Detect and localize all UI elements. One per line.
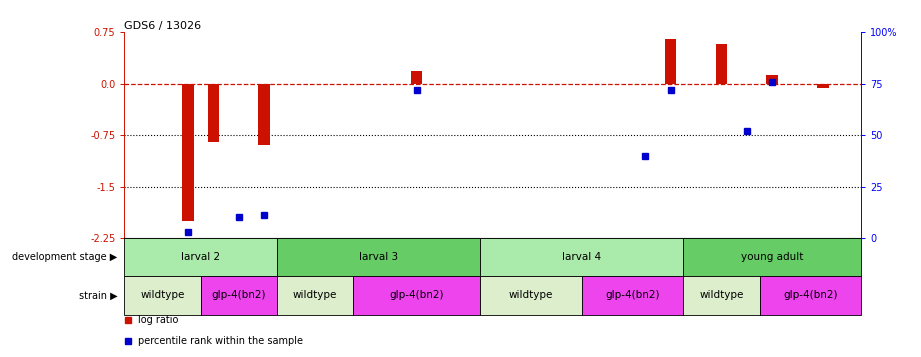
Bar (277, 276, 353, 315)
Bar (411, 71, 422, 84)
Text: strain ▶: strain ▶ (79, 291, 117, 301)
Text: glp-4(bn2): glp-4(bn2) (783, 291, 837, 301)
Text: larval 3: larval 3 (359, 252, 398, 262)
Bar (201, 276, 277, 315)
Bar (259, 84, 270, 145)
Text: larval 2: larval 2 (181, 252, 220, 262)
Text: wildtype: wildtype (508, 291, 553, 301)
Text: glp-4(bn2): glp-4(bn2) (390, 291, 444, 301)
Bar (665, 39, 676, 84)
Text: larval 4: larval 4 (562, 252, 601, 262)
Bar (207, 84, 219, 142)
Text: wildtype: wildtype (293, 291, 337, 301)
Text: development stage ▶: development stage ▶ (12, 252, 117, 262)
Text: young adult: young adult (741, 252, 803, 262)
Bar (124, 238, 277, 276)
Text: log ratio: log ratio (137, 315, 178, 325)
Bar (277, 238, 480, 276)
Bar (182, 84, 193, 221)
Bar (817, 84, 829, 89)
Text: percentile rank within the sample: percentile rank within the sample (137, 336, 303, 346)
Text: GDS6 / 13026: GDS6 / 13026 (124, 21, 202, 31)
Bar (480, 276, 582, 315)
Text: glp-4(bn2): glp-4(bn2) (605, 291, 659, 301)
Bar (766, 75, 778, 84)
Bar (582, 276, 683, 315)
Bar (353, 276, 480, 315)
Bar (760, 276, 861, 315)
Text: glp-4(bn2): glp-4(bn2) (212, 291, 266, 301)
Bar (480, 238, 683, 276)
Text: wildtype: wildtype (140, 291, 184, 301)
Text: wildtype: wildtype (699, 291, 743, 301)
Bar (683, 276, 760, 315)
Bar (124, 276, 201, 315)
Bar (716, 44, 727, 84)
Bar (683, 238, 861, 276)
